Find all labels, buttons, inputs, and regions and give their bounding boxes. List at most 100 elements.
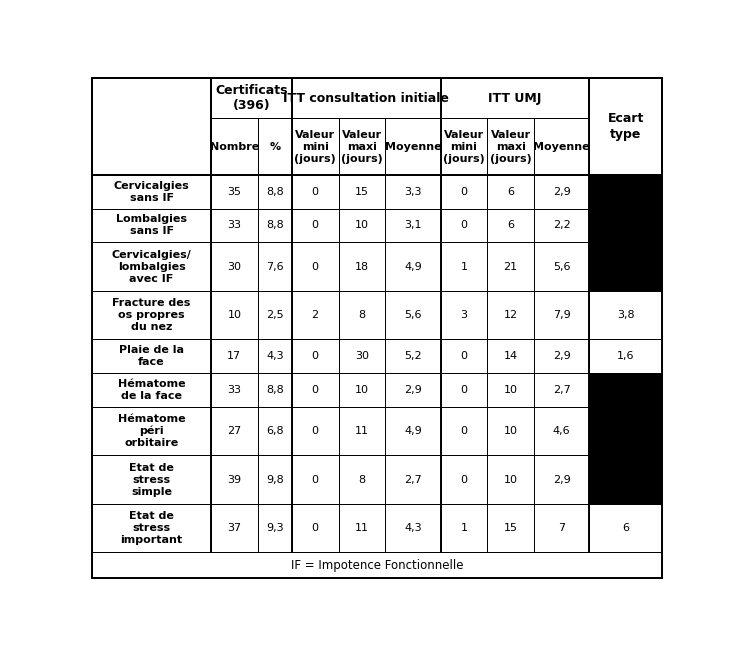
Bar — [534, 406, 590, 455]
Bar — [534, 242, 590, 291]
Text: Valeur
maxi
(jours): Valeur maxi (jours) — [489, 130, 531, 164]
Bar — [258, 406, 291, 455]
Bar — [590, 78, 662, 175]
Bar — [258, 373, 291, 406]
Bar — [258, 504, 291, 552]
Bar — [339, 118, 385, 175]
Text: Certificats
(396): Certificats (396) — [215, 84, 288, 112]
Text: 1,6: 1,6 — [617, 351, 634, 361]
Bar — [590, 373, 662, 406]
Bar — [291, 373, 339, 406]
Bar — [441, 78, 590, 118]
Text: 3,3: 3,3 — [404, 187, 422, 197]
Bar — [211, 504, 258, 552]
Text: 8,8: 8,8 — [266, 221, 283, 230]
Bar — [590, 406, 662, 455]
Text: 11: 11 — [355, 426, 369, 436]
Bar — [92, 209, 211, 242]
Text: Plaie de la
face: Plaie de la face — [119, 345, 184, 367]
Bar — [339, 291, 385, 339]
Bar — [441, 455, 487, 504]
Bar — [291, 504, 339, 552]
Bar — [339, 455, 385, 504]
Text: 8: 8 — [358, 474, 366, 485]
Bar — [211, 339, 258, 373]
Text: ITT consultation initiale: ITT consultation initiale — [283, 92, 449, 104]
Bar — [92, 373, 211, 406]
Text: 0: 0 — [311, 426, 319, 436]
Text: 2,9: 2,9 — [553, 187, 570, 197]
Text: 1: 1 — [461, 523, 467, 533]
Bar — [385, 406, 441, 455]
Bar — [590, 242, 662, 291]
Text: 10: 10 — [503, 474, 517, 485]
Bar — [258, 455, 291, 504]
Text: %: % — [269, 141, 280, 152]
Text: 27: 27 — [227, 426, 241, 436]
Bar — [291, 209, 339, 242]
Bar — [487, 291, 534, 339]
Bar — [211, 209, 258, 242]
Bar — [487, 209, 534, 242]
Text: 2,5: 2,5 — [266, 310, 283, 320]
Bar — [92, 552, 662, 578]
Bar — [92, 455, 211, 504]
Bar — [339, 504, 385, 552]
Bar — [487, 118, 534, 175]
Bar — [590, 291, 662, 339]
Text: 0: 0 — [311, 523, 319, 533]
Text: 4,9: 4,9 — [404, 426, 422, 436]
Bar — [441, 291, 487, 339]
Text: 0: 0 — [461, 426, 467, 436]
Bar — [385, 242, 441, 291]
Bar — [258, 242, 291, 291]
Text: Etat de
stress
important: Etat de stress important — [121, 511, 183, 545]
Text: Nombre: Nombre — [210, 141, 259, 152]
Text: 10: 10 — [503, 426, 517, 436]
Text: 8,8: 8,8 — [266, 385, 283, 395]
Bar — [441, 504, 487, 552]
Text: 1: 1 — [461, 262, 467, 271]
Text: 10: 10 — [355, 385, 369, 395]
Bar — [534, 504, 590, 552]
Text: 0: 0 — [311, 351, 319, 361]
Text: 6,8: 6,8 — [266, 426, 283, 436]
Bar — [258, 339, 291, 373]
Text: 4,3: 4,3 — [404, 523, 422, 533]
Text: Cervicalgies
sans IF: Cervicalgies sans IF — [113, 181, 189, 203]
Bar — [385, 209, 441, 242]
Bar — [487, 504, 534, 552]
Text: 17: 17 — [227, 351, 241, 361]
Bar — [339, 242, 385, 291]
Text: 0: 0 — [461, 385, 467, 395]
Text: 12: 12 — [503, 310, 517, 320]
Text: 9,8: 9,8 — [266, 474, 283, 485]
Bar — [291, 455, 339, 504]
Bar — [291, 78, 441, 118]
Bar — [534, 209, 590, 242]
Text: 30: 30 — [227, 262, 241, 271]
Text: Hématome
péri
orbitaire: Hématome péri orbitaire — [118, 413, 185, 448]
Bar — [339, 209, 385, 242]
Text: Lombalgies
sans IF: Lombalgies sans IF — [116, 214, 187, 236]
Bar — [487, 242, 534, 291]
Bar — [291, 242, 339, 291]
Text: 10: 10 — [503, 385, 517, 395]
Text: 2,9: 2,9 — [553, 351, 570, 361]
Text: 30: 30 — [355, 351, 369, 361]
Text: 0: 0 — [311, 474, 319, 485]
Bar — [291, 118, 339, 175]
Text: 39: 39 — [227, 474, 241, 485]
Text: Valeur
maxi
(jours): Valeur maxi (jours) — [341, 130, 383, 164]
Text: ITT UMJ: ITT UMJ — [488, 92, 542, 104]
Text: 7,6: 7,6 — [266, 262, 283, 271]
Text: 35: 35 — [227, 187, 241, 197]
Text: 4,3: 4,3 — [266, 351, 283, 361]
Bar — [441, 175, 487, 209]
Text: 5,6: 5,6 — [553, 262, 570, 271]
Text: 15: 15 — [355, 187, 369, 197]
Text: 7,9: 7,9 — [553, 310, 570, 320]
Text: Moyenne: Moyenne — [534, 141, 590, 152]
Text: 0: 0 — [461, 351, 467, 361]
Text: 5,2: 5,2 — [404, 351, 422, 361]
